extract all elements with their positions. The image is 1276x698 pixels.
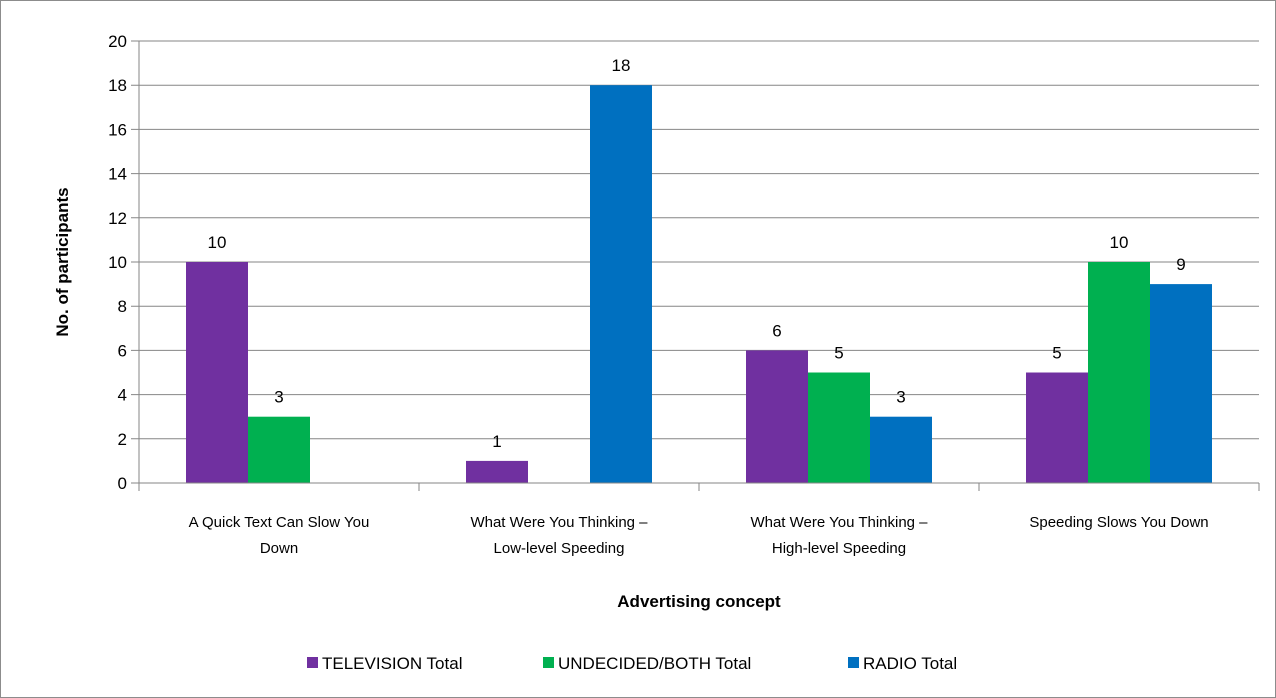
- legend-label: RADIO Total: [863, 654, 957, 673]
- x-category-label-line: What Were You Thinking –: [750, 514, 928, 531]
- bar: [1150, 284, 1212, 483]
- data-labels: 10 1 6 5 3 5 10 18 3 9: [208, 56, 1186, 451]
- bars: [186, 85, 1212, 483]
- data-label: 18: [612, 56, 631, 75]
- data-label: 10: [208, 233, 227, 252]
- legend-label: TELEVISION Total: [322, 654, 462, 673]
- x-category-label: What Were You Thinking – Low-level Speedi…: [470, 514, 648, 557]
- x-category-label-line: A Quick Text Can Slow You: [189, 514, 370, 531]
- y-tick-label: 18: [108, 76, 127, 95]
- data-label: 5: [1052, 344, 1061, 363]
- data-label: 3: [274, 388, 283, 407]
- bar: [808, 372, 870, 483]
- bar: [466, 460, 528, 483]
- x-category-label-line: Speeding Slows You Down: [1029, 514, 1208, 531]
- x-category-label-line: What Were You Thinking –: [470, 514, 648, 531]
- bar: [870, 416, 932, 483]
- y-axis-title: No. of participants: [53, 187, 72, 336]
- legend-swatch: [543, 657, 554, 668]
- legend-swatch: [848, 657, 859, 668]
- y-tick-label: 20: [108, 32, 127, 51]
- data-label: 5: [834, 344, 843, 363]
- y-tick-label: 10: [108, 253, 127, 272]
- y-tick-label: 4: [118, 386, 127, 405]
- data-label: 1: [492, 432, 501, 451]
- y-tick-label: 16: [108, 120, 127, 139]
- bar: [248, 416, 310, 483]
- bar: [1026, 372, 1088, 483]
- y-tick-label: 14: [108, 165, 127, 184]
- data-label: 6: [772, 321, 781, 340]
- y-tick-label: 2: [118, 430, 127, 449]
- y-tick-label: 6: [118, 341, 127, 360]
- x-category-label-line: Low-level Speeding: [494, 540, 625, 557]
- legend: TELEVISION Total UNDECIDED/BOTH Total RADI…: [307, 654, 957, 673]
- bar: [186, 262, 248, 483]
- x-category-label: Speeding Slows You Down: [1029, 514, 1208, 531]
- x-category-label: A Quick Text Can Slow You Down: [189, 514, 370, 557]
- bar: [1088, 262, 1150, 483]
- x-category-label-line: Down: [260, 540, 298, 557]
- x-category-label-line: High-level Speeding: [772, 540, 906, 557]
- data-label: 10: [1110, 233, 1129, 252]
- data-label: 9: [1176, 255, 1185, 274]
- x-axis-title: Advertising concept: [617, 592, 781, 611]
- y-tick-label: 12: [108, 209, 127, 228]
- legend-swatch: [307, 657, 318, 668]
- legend-label: UNDECIDED/BOTH Total: [558, 654, 751, 673]
- data-label: 3: [896, 388, 905, 407]
- bar: [746, 350, 808, 483]
- bar: [590, 85, 652, 483]
- x-axis: A Quick Text Can Slow You Down What Were Y…: [138, 482, 1260, 557]
- x-category-label: What Were You Thinking – High-level Speed…: [750, 514, 928, 557]
- y-tick-label: 8: [118, 297, 127, 316]
- y-axis-ticks: 0 2 4 6 8 10 12 14 16 18 20: [108, 32, 127, 493]
- y-tick-label: 0: [118, 474, 127, 493]
